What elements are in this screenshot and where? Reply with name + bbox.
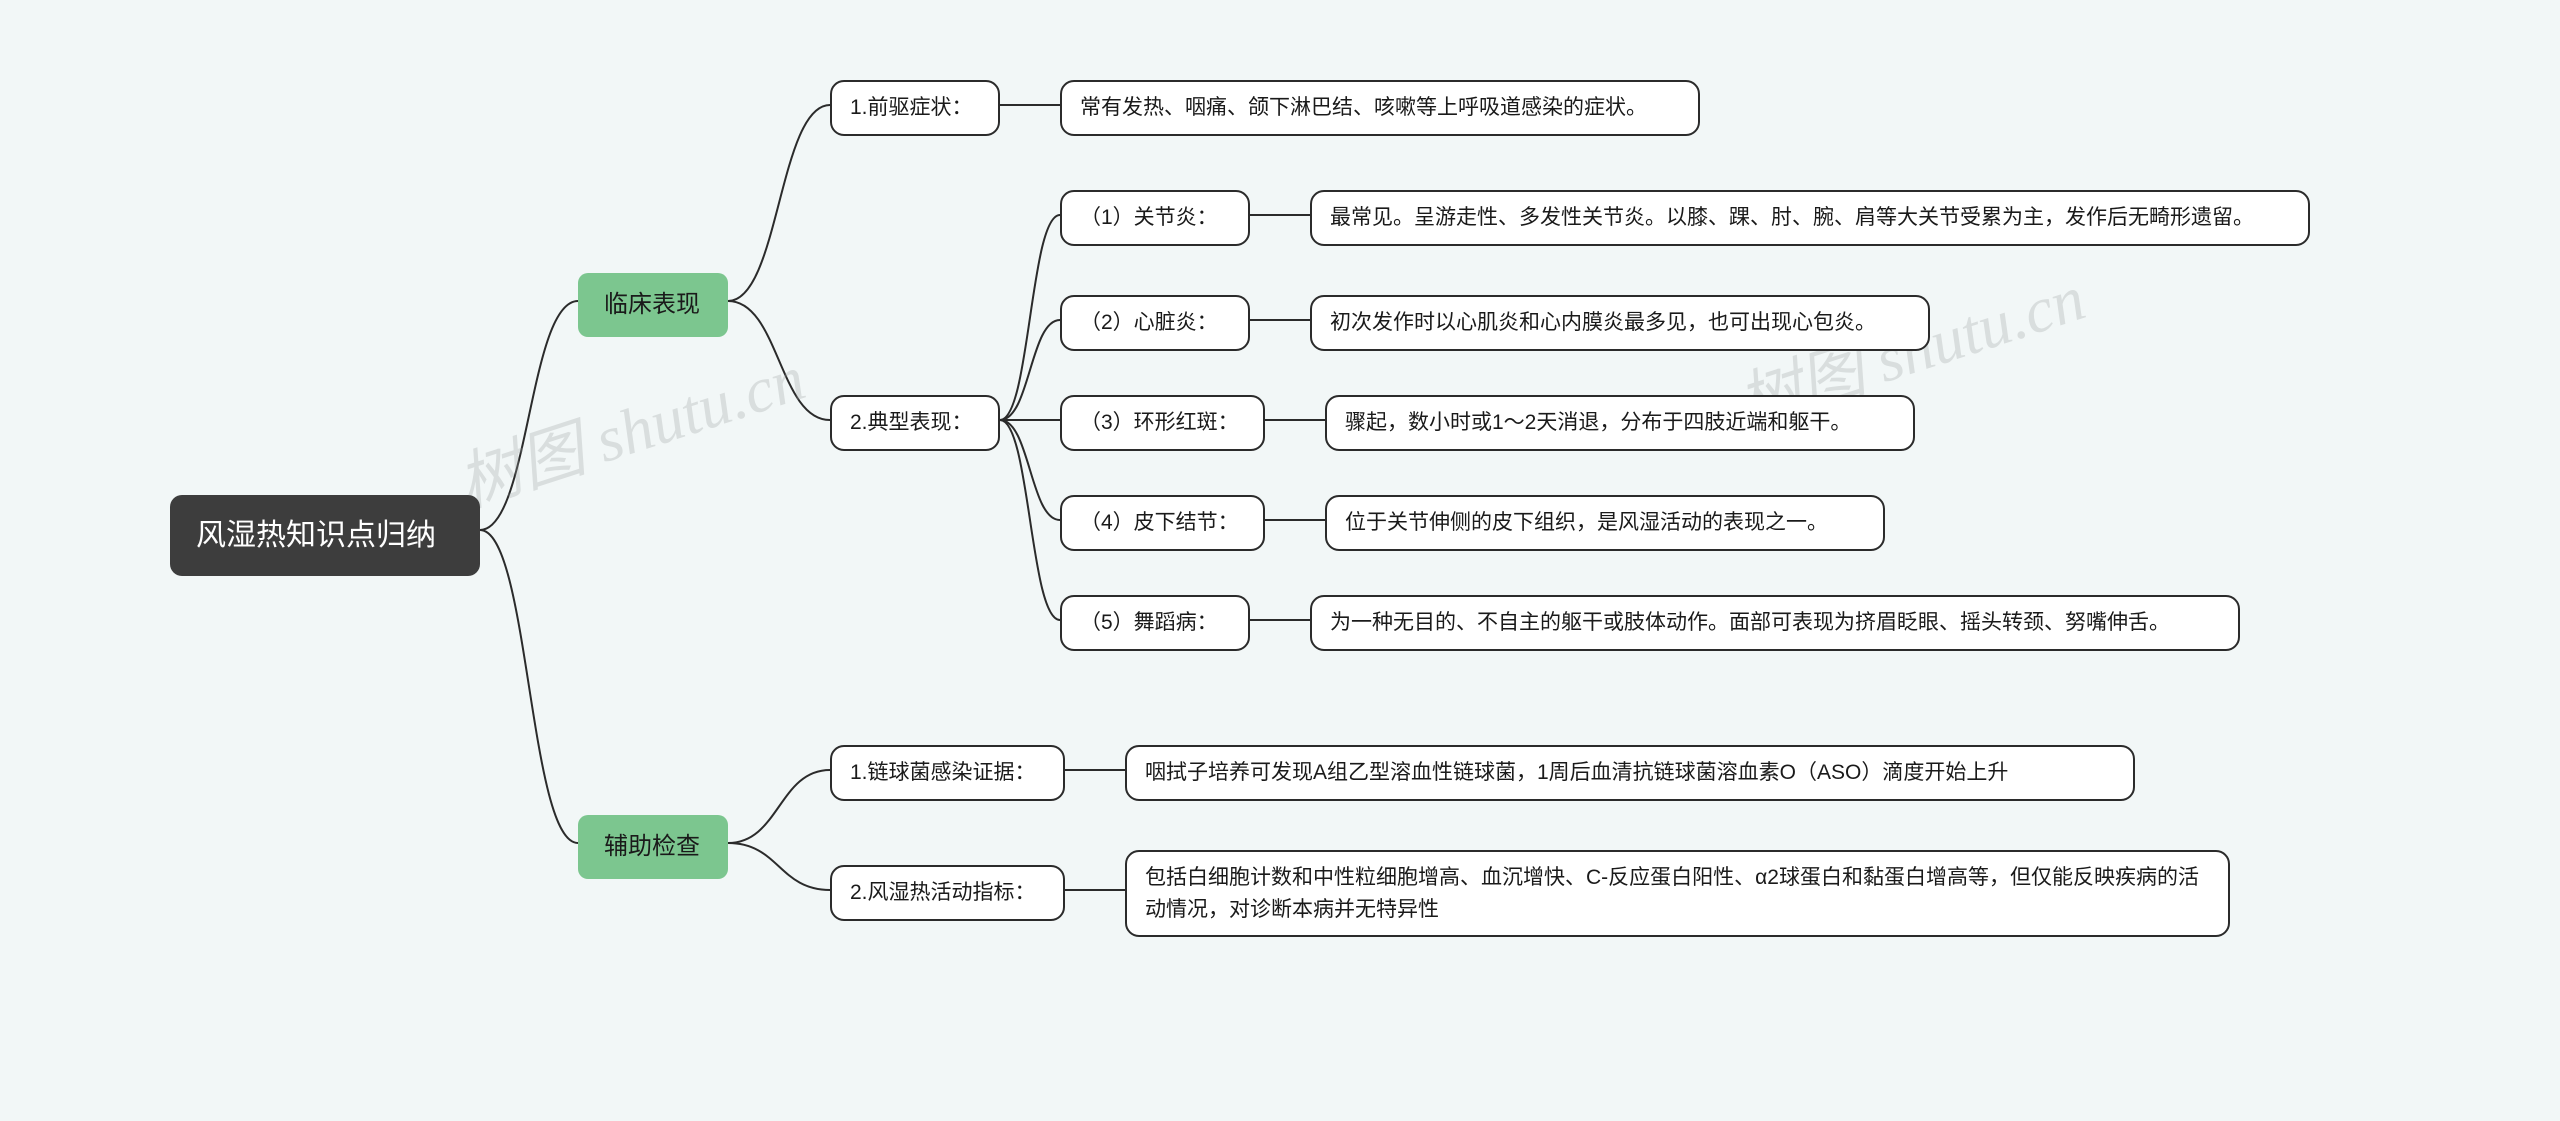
leaf-arthritis: 最常见。呈游走性、多发性关节炎。以膝、踝、肘、腕、肩等大关节受累为主，发作后无畸… [1310,190,2310,246]
leaf-chorea: 为一种无目的、不自主的躯干或肢体动作。面部可表现为挤眉眨眼、摇头转颈、努嘴伸舌。 [1310,595,2240,651]
leaf-activity-index: 包括白细胞计数和中性粒细胞增高、血沉增快、C-反应蛋白阳性、α2球蛋白和黏蛋白增… [1125,850,2230,937]
leaf-strep-evidence: 咽拭子培养可发现A组乙型溶血性链球菌，1周后血清抗链球菌溶血素O（ASO）滴度开… [1125,745,2135,801]
watermark-1: 树图 shutu.cn [445,327,815,525]
node-typical: 2.典型表现： [830,395,1000,451]
node-prodrome: 1.前驱症状： [830,80,1000,136]
node-aux: 辅助检查 [578,815,728,879]
node-nodule: （4）皮下结节： [1060,495,1265,551]
node-erythema: （3）环形红斑： [1060,395,1265,451]
mindmap-canvas: 树图 shutu.cn 树图 shutu.cn 风湿热知识点归纳 临床表现 辅助… [0,0,2560,1121]
leaf-erythema: 骤起，数小时或1～2天消退，分布于四肢近端和躯干。 [1325,395,1915,451]
leaf-carditis: 初次发作时以心肌炎和心内膜炎最多见，也可出现心包炎。 [1310,295,1930,351]
leaf-prodrome: 常有发热、咽痛、颌下淋巴结、咳嗽等上呼吸道感染的症状。 [1060,80,1700,136]
leaf-nodule: 位于关节伸侧的皮下组织，是风湿活动的表现之一。 [1325,495,1885,551]
node-strep-evidence: 1.链球菌感染证据： [830,745,1065,801]
root-node: 风湿热知识点归纳 [170,495,480,576]
node-clinical: 临床表现 [578,273,728,337]
node-arthritis: （1）关节炎： [1060,190,1250,246]
node-carditis: （2）心脏炎： [1060,295,1250,351]
node-activity-index: 2.风湿热活动指标： [830,865,1065,921]
node-chorea: （5）舞蹈病： [1060,595,1250,651]
